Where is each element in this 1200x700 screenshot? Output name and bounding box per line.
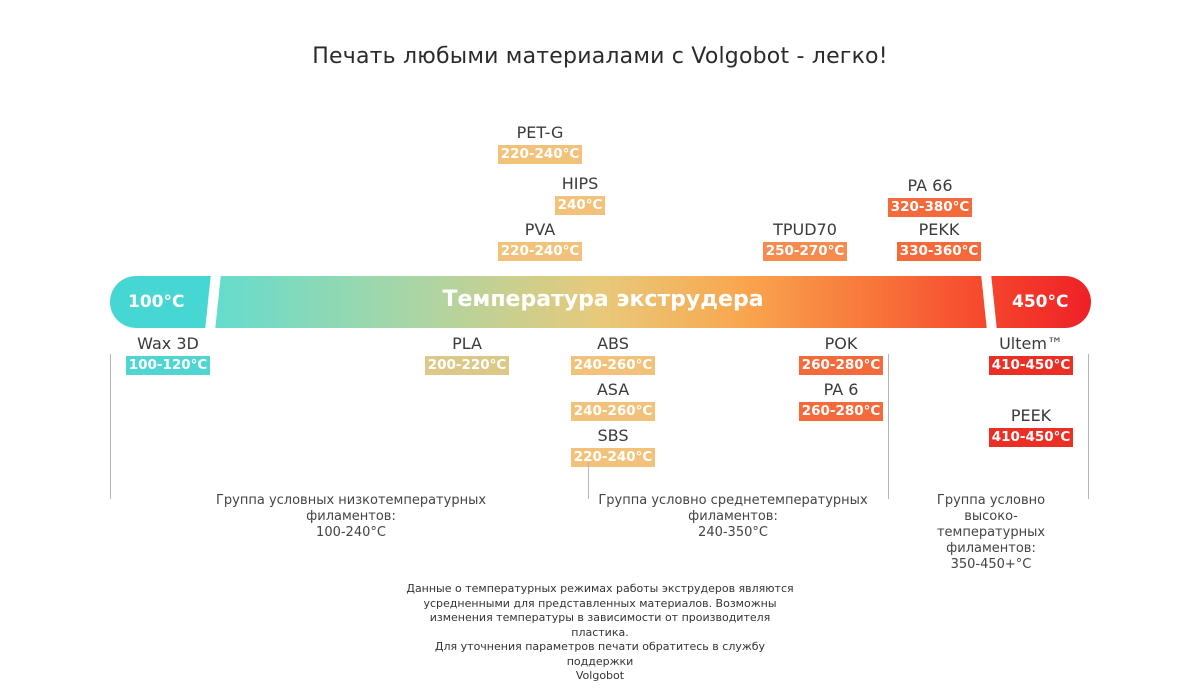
material-temp-badge: 260-280°C (798, 402, 884, 421)
note-line: Данные о температурных режимах работы эк… (406, 582, 794, 595)
material-name: PLA (452, 334, 482, 353)
group-caption-line: температурных (936, 525, 1046, 540)
material-temp-badge: 320-380°C (887, 198, 973, 217)
temperature-gradient-bar (214, 276, 992, 328)
material-name: PEKK (918, 220, 960, 239)
material-name: PA 66 (907, 176, 953, 195)
group-divider (588, 462, 589, 499)
material-pa66: PA 66 320-380°C (860, 176, 1000, 217)
group-caption-line: 350-450+°C (950, 557, 1032, 572)
material-name: PET-G (516, 123, 564, 142)
temperature-bar-end (986, 276, 1091, 328)
material-name: POK (824, 334, 858, 353)
material-sbs: SBS 220-240°C (543, 426, 683, 467)
disclaimer-note: Данные о температурных режимах работы эк… (400, 582, 800, 684)
group-caption-line: 240-350°C (698, 525, 768, 540)
group-caption-line: Группа условных низкотемпературных (215, 493, 487, 508)
group-caption-line: филаментов: (688, 509, 778, 524)
bar-title: Температура экструдера (442, 287, 764, 312)
group-caption-line: Группа условно (936, 493, 1046, 508)
material-temp-badge: 330-360°C (896, 242, 982, 261)
material-temp-badge: 100-120°C (125, 356, 211, 375)
note-line: усредненными для представленных материал… (423, 596, 777, 610)
note-line: Для уточнения параметров печати обратите… (434, 640, 766, 668)
material-pekk: PEKK 330-360°C (869, 220, 1009, 261)
bar-max-label: 450°C (1012, 292, 1069, 312)
material-temp-badge: 240-260°C (570, 402, 656, 421)
material-pok: POK 260-280°C (771, 334, 911, 375)
bar-min-label: 100°C (128, 292, 185, 312)
material-temp-badge: 240-260°C (570, 356, 656, 375)
group-divider (888, 354, 889, 499)
material-name: Wax 3D (137, 334, 199, 353)
material-pet-g: PET-G 220-240°C (470, 123, 610, 164)
material-temp-badge: 200-220°C (424, 356, 510, 375)
material-pva: PVA 220-240°C (470, 220, 610, 261)
group-high-temp: Группа условно высоко- температурных фил… (930, 493, 1052, 573)
material-wax3d: Wax 3D 100-120°C (98, 334, 238, 375)
material-name: PVA (524, 220, 556, 239)
material-peek: PEEK 410-450°C (961, 406, 1101, 447)
material-name: PA 6 (823, 380, 859, 399)
material-temp-badge: 260-280°C (798, 356, 884, 375)
page-title: Печать любыми материалами с Volgobot - л… (312, 44, 888, 69)
group-caption-line: Группа условно среднетемпературных (598, 493, 868, 508)
material-temp-badge: 220-240°C (570, 448, 656, 467)
material-temp-badge: 410-450°C (988, 356, 1074, 375)
material-abs: ABS 240-260°C (543, 334, 683, 375)
material-name: SBS (597, 426, 629, 445)
material-name: PEEK (1010, 406, 1052, 425)
material-name: Ultem™ (999, 334, 1063, 353)
material-name: ASA (596, 380, 630, 399)
group-divider (1088, 354, 1089, 499)
material-hips: HIPS 240°C (510, 174, 650, 215)
note-line: изменения температуры в зависимости от п… (429, 611, 771, 639)
material-temp-badge: 240°C (554, 196, 606, 215)
group-low-temp: Группа условных низкотемпературных филам… (200, 493, 502, 541)
material-ultem: Ultem™ 410-450°C (961, 334, 1101, 375)
material-temp-badge: 410-450°C (988, 428, 1074, 447)
material-temp-badge: 250-270°C (762, 242, 848, 261)
material-name: HIPS (561, 174, 599, 193)
group-caption-line: высоко- (964, 509, 1018, 524)
material-asa: ASA 240-260°C (543, 380, 683, 421)
note-line: Volgobot (575, 669, 625, 682)
group-caption-line: филаментов: (946, 541, 1036, 556)
material-name: ABS (597, 334, 629, 353)
group-divider (110, 354, 111, 499)
material-pa6: PA 6 260-280°C (771, 380, 911, 421)
material-temp-badge: 220-240°C (497, 242, 583, 261)
group-caption-line: филаментов: (306, 509, 396, 524)
material-pla: PLA 200-220°C (397, 334, 537, 375)
material-temp-badge: 220-240°C (497, 145, 583, 164)
material-name: TPUD70 (773, 220, 837, 239)
material-tpud70: TPUD70 250-270°C (735, 220, 875, 261)
group-mid-temp: Группа условно среднетемпературных филам… (590, 493, 876, 541)
temperature-bar-start (110, 276, 220, 328)
group-caption-line: 100-240°C (316, 525, 386, 540)
